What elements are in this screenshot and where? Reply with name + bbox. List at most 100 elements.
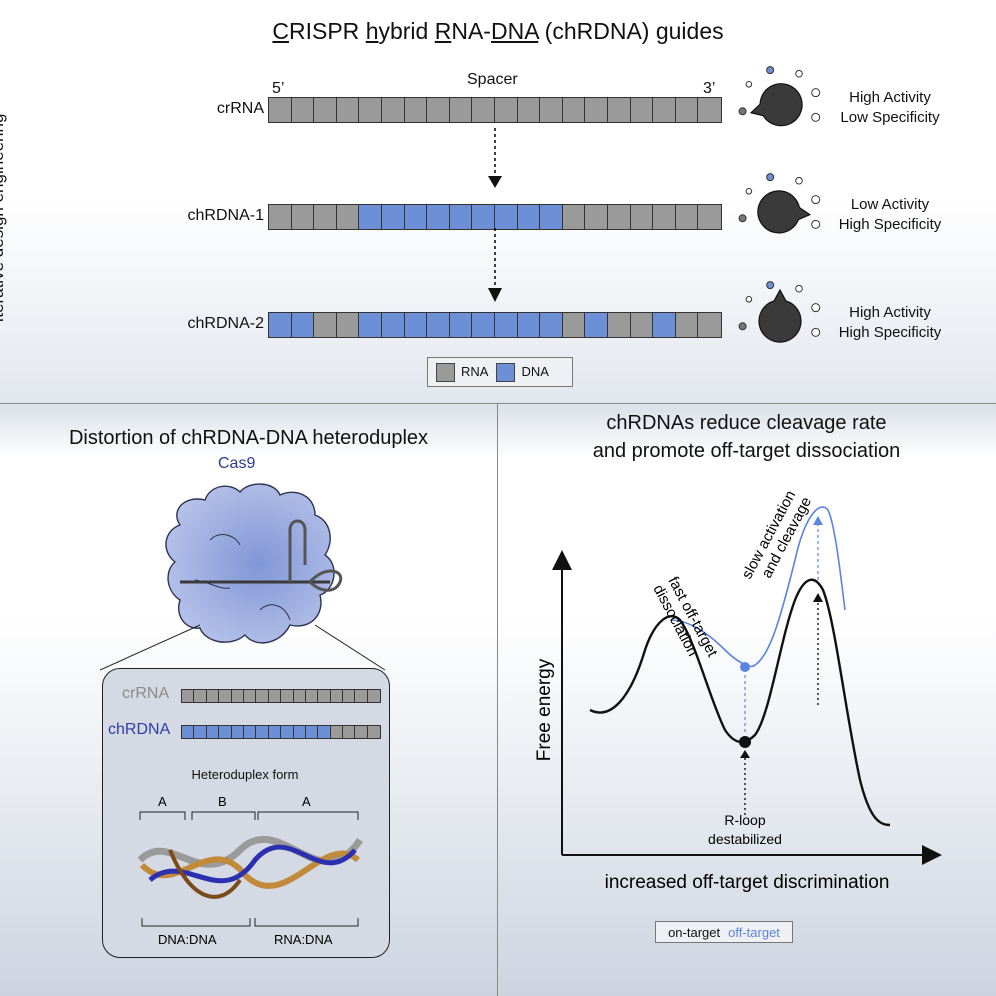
rna-nucleotide: [336, 98, 360, 122]
rna-nucleotide: [630, 98, 654, 122]
rna-nucleotide: [336, 205, 360, 229]
rna-nucleotide: [381, 98, 405, 122]
knob-body: [758, 288, 802, 343]
slow-activation-annotation: slow activation and cleavage: [739, 488, 816, 582]
rna-nucleotide: [343, 726, 356, 738]
dna-nucleotide: [243, 726, 257, 738]
dna-nucleotide: [427, 313, 450, 337]
dna-nucleotide: [281, 726, 294, 738]
heteroduplex-label: Heteroduplex form: [191, 767, 299, 782]
rna-nucleotide: [305, 690, 319, 702]
three-prime-label: 3’: [703, 80, 716, 97]
rna-nucleotide: [653, 205, 676, 229]
rna-nucleotide: [330, 690, 344, 702]
dna-nucleotide: [427, 205, 450, 229]
rna-nucleotide: [243, 690, 257, 702]
knob-scale-dot: [811, 88, 821, 98]
rloop-label-line2: destabilized: [708, 831, 782, 847]
rna-nucleotide: [359, 98, 382, 122]
y-axis-label: Free energy: [534, 658, 555, 761]
rna-nucleotide: [314, 313, 337, 337]
rna-nucleotide: [219, 690, 232, 702]
dna-nucleotide: [293, 726, 306, 738]
knob-scale-dot: [811, 327, 821, 337]
dna-nucleotide: [540, 205, 563, 229]
guide-row-label: chRDNA-1: [187, 207, 264, 224]
rna-nucleotide: [585, 205, 608, 229]
zoom-lines: [100, 624, 386, 671]
knob-scale-dot: [745, 80, 753, 88]
dna-nucleotide: [206, 726, 220, 738]
five-prime-label: 5’: [272, 80, 285, 97]
rna-nucleotide: [367, 726, 381, 738]
rna-nucleotide: [449, 98, 473, 122]
rna-nucleotide: [206, 690, 220, 702]
zoom-box: [102, 668, 390, 958]
rna-nucleotide: [494, 98, 518, 122]
knob-scale-dot: [795, 284, 803, 293]
rna-nucleotide: [355, 690, 368, 702]
dna-nucleotide: [517, 313, 541, 337]
dna-nucleotide: [194, 726, 207, 738]
rna-nucleotide: [675, 98, 699, 122]
rna-nucleotide: [472, 98, 495, 122]
rna-nucleotide: [256, 690, 269, 702]
rna-nucleotide: [585, 98, 608, 122]
rna-nucleotide: [562, 98, 586, 122]
bracket-label-dnadna: DNA:DNA: [158, 932, 217, 947]
left-panel-title: Distortion of chRDNA-DNA heteroduplex: [68, 427, 429, 449]
dna-nucleotide: [517, 205, 541, 229]
guide-strip: [268, 204, 722, 230]
dna-nucleotide: [449, 313, 473, 337]
dna-nucleotide: [231, 726, 244, 738]
rna-nucleotide: [698, 98, 721, 122]
rna-nucleotide: [517, 98, 541, 122]
knob-scale-dot: [811, 303, 821, 313]
dna-nucleotide: [653, 313, 676, 337]
rna-nucleotide: [367, 690, 381, 702]
rna-nucleotide: [427, 98, 450, 122]
dna-nucleotide: [359, 205, 382, 229]
knob-scale-dot: [766, 281, 775, 290]
knob-scale-dot: [811, 219, 821, 229]
bracket-label-b: B: [218, 794, 227, 809]
legend-off-target: off-target: [728, 924, 780, 940]
rna-nucleotide: [653, 98, 676, 122]
knob-scale-dot: [811, 195, 821, 205]
activity-knob-icon: [738, 66, 821, 127]
energy-landscape-plot: Free energy increased off-target discrim…: [534, 488, 942, 893]
bracket-label-a2: A: [302, 794, 311, 809]
rna-nucleotide: [404, 98, 428, 122]
rna-nucleotide: [269, 98, 292, 122]
rna-nucleotide: [291, 205, 315, 229]
crrna-small-label: crRNA: [122, 685, 170, 702]
guide-row-label: crRNA: [216, 100, 264, 117]
dna-nucleotide: [404, 313, 428, 337]
off-target-state-dot: [740, 662, 750, 672]
knob-scale-dot: [795, 69, 803, 78]
rna-nucleotide: [314, 98, 337, 122]
design-arrows: [488, 128, 502, 302]
rna-nucleotide: [343, 690, 356, 702]
panel-divider-vertical: [497, 404, 498, 996]
knob-scale-dot: [738, 214, 747, 223]
crrna-small-strip: [181, 689, 382, 703]
right-panel-title-line2: and promote off-target dissociation: [592, 440, 901, 462]
knob-body: [749, 83, 803, 127]
rna-nucleotide: [269, 205, 292, 229]
dna-nucleotide: [540, 313, 563, 337]
x-axis-label: increased off-target discrimination: [605, 872, 890, 893]
rna-nucleotide: [182, 690, 195, 702]
rna-nucleotide: [268, 690, 282, 702]
on-target-state-dot: [739, 736, 751, 748]
rna-nucleotide: [675, 313, 699, 337]
energy-legend: on-target off-target: [655, 921, 793, 943]
knob-scale-dot: [795, 176, 803, 185]
guide-strip: [268, 312, 722, 338]
knob-scale-dot: [745, 295, 753, 303]
rna-nucleotide: [194, 690, 207, 702]
rna-nucleotide: [675, 205, 699, 229]
knob-scale-dot: [745, 187, 753, 195]
on-target-curve: [589, 578, 891, 827]
dna-nucleotide: [305, 726, 319, 738]
